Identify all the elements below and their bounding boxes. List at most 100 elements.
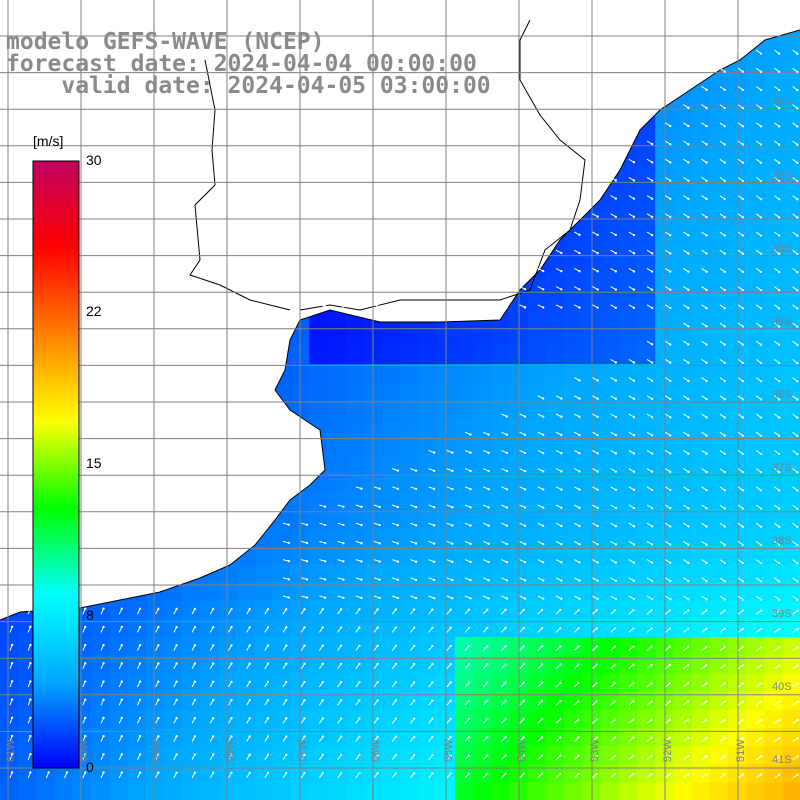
wind-arrow-head: [559, 645, 562, 648]
wind-arrow-head: [29, 753, 32, 756]
wind-arrow-head: [650, 434, 654, 437]
wind-arrow-head: [211, 716, 215, 720]
wind-arrow-head: [759, 470, 763, 474]
speed-cell: [527, 782, 547, 800]
wind-arrow-head: [486, 717, 489, 721]
speed-cell: [327, 746, 347, 765]
wind-arrow-head: [394, 735, 398, 739]
speed-cell: [473, 728, 492, 747]
wind-arrow-head: [669, 397, 672, 401]
speed-cell: [72, 764, 92, 784]
wind-arrow-head: [796, 161, 799, 165]
wind-arrow-head: [596, 579, 599, 582]
speed-cell: [145, 673, 165, 693]
speed-cell: [345, 473, 365, 492]
speed-cell: [600, 418, 620, 438]
wind-arrow-head: [595, 645, 599, 648]
wind-arrow-head: [431, 753, 434, 757]
wind-arrow-head: [669, 361, 672, 364]
wind-arrow-head: [522, 772, 525, 775]
speed-cell: [746, 345, 765, 365]
wind-arrow-head: [723, 543, 726, 547]
wind-arrow-head: [175, 716, 178, 720]
wind-arrow-head: [741, 489, 745, 492]
speed-cell: [764, 327, 784, 347]
speed-cell: [618, 163, 638, 183]
speed-cell: [382, 582, 401, 602]
wind-arrow-head: [686, 754, 690, 758]
speed-cell: [691, 527, 711, 547]
speed-cell: [473, 491, 492, 511]
speed-cell: [236, 764, 256, 784]
speed-cell: [600, 345, 620, 365]
speed-cell: [691, 691, 711, 711]
wind-arrow-head: [759, 507, 763, 510]
wind-arrow-head: [487, 306, 490, 309]
wind-arrow-head: [705, 343, 708, 346]
speed-cell: [491, 582, 511, 602]
wind-arrow-head: [287, 541, 291, 545]
wind-arrow-head: [705, 215, 708, 219]
wind-arrow-head: [796, 88, 799, 92]
wind-arrow-head: [175, 680, 178, 683]
wind-arrow-head: [796, 398, 799, 401]
wind-arrow-head: [285, 680, 288, 684]
wind-arrow-head: [47, 625, 50, 629]
speed-cell: [637, 145, 656, 165]
wind-arrow-head: [504, 681, 507, 684]
wind-arrow-head: [632, 306, 636, 310]
speed-cell: [527, 309, 547, 329]
wind-arrow-head: [138, 753, 142, 756]
speed-cell: [637, 291, 656, 310]
wind-arrow-head: [505, 451, 509, 455]
wind-arrow-head: [378, 578, 381, 581]
wind-arrow-head: [777, 198, 781, 201]
wind-arrow-head: [778, 627, 781, 631]
wind-arrow-head: [378, 305, 381, 308]
speed-cell: [400, 618, 420, 638]
wind-arrow-head: [560, 397, 563, 400]
speed-cell: [273, 728, 292, 747]
speed-cell: [564, 527, 583, 547]
speed-cell: [18, 691, 37, 711]
wind-arrow-head: [723, 434, 726, 437]
speed-cell: [400, 327, 420, 347]
speed-cell: [691, 327, 711, 347]
wind-arrow-head: [669, 179, 672, 182]
wind-arrow-head: [360, 560, 363, 563]
speed-cell: [782, 236, 800, 256]
speed-cell: [491, 546, 511, 565]
speed-cell: [254, 782, 274, 800]
wind-arrow-head: [577, 645, 580, 648]
wind-arrow-head: [705, 736, 708, 740]
speed-cell: [109, 691, 128, 711]
wind-arrow-head: [687, 197, 690, 201]
speed-cell: [345, 618, 365, 638]
speed-cell: [400, 418, 420, 438]
wind-arrow-head: [523, 306, 527, 309]
wind-arrow-head: [29, 625, 32, 629]
speed-cell: [637, 127, 656, 147]
wind-arrow-head: [285, 753, 288, 756]
speed-cell: [327, 764, 347, 784]
wind-arrow-head: [741, 343, 745, 346]
wind-arrow-head: [560, 306, 563, 309]
speed-cell: [564, 782, 583, 800]
speed-cell: [691, 491, 711, 511]
speed-cell: [527, 418, 547, 438]
speed-cell: [691, 509, 711, 529]
speed-cell: [309, 491, 329, 511]
speed-cell: [182, 655, 201, 674]
wind-arrow-head: [559, 699, 562, 703]
wind-arrow-head: [723, 70, 726, 73]
wind-arrow-head: [230, 680, 233, 684]
wind-arrow-head: [778, 646, 781, 649]
speed-cell: [309, 527, 329, 547]
speed-cell: [473, 746, 492, 765]
wind-arrow-head: [467, 644, 471, 648]
speed-cell: [546, 273, 565, 292]
speed-cell: [746, 491, 765, 511]
wind-arrow-head: [596, 488, 599, 491]
wind-arrow-head: [175, 662, 178, 665]
